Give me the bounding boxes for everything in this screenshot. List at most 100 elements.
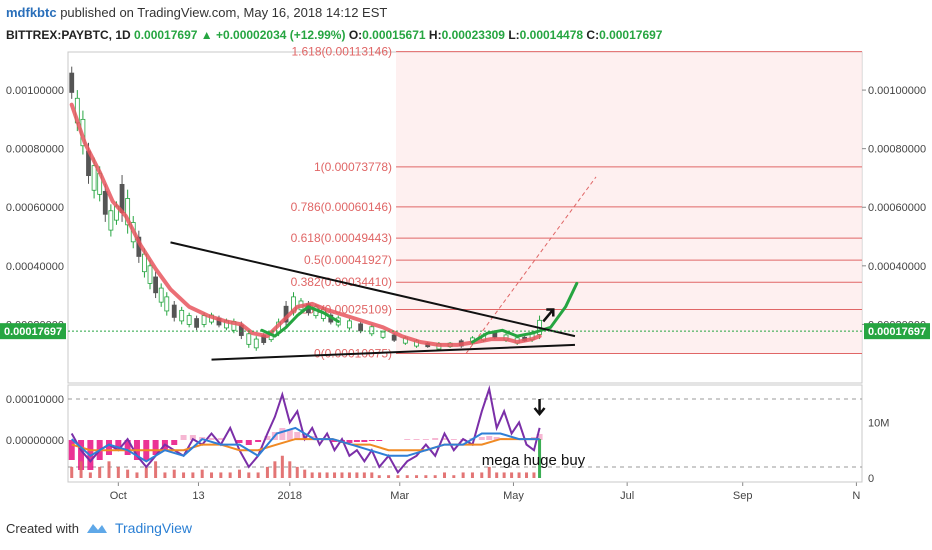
volume-bar [318,472,322,478]
volume-bar [237,469,241,478]
tradingview-logo-icon [86,524,107,533]
macd-histogram-bar [450,439,457,440]
volume-bar [172,469,176,478]
x-tick-label: Mar [390,490,409,502]
fib-level-label: 0.5(0.00041927) [304,253,392,267]
volume-bar [538,439,542,478]
volume-bar [480,472,484,478]
high-value: 0.00023309 [441,28,505,42]
x-tick-label: N [852,490,860,502]
osc-tick-label-right: 10M [868,417,889,429]
volume-bar [210,472,214,478]
low-value: 0.00014478 [519,28,584,42]
volume-bar [88,472,92,478]
mega-huge-buy-annotation: mega huge buy [482,452,586,469]
candle-body [69,72,75,93]
macd-histogram-bar [189,435,196,440]
y-tick-label-left: 0.00040000 [6,261,64,273]
volume-bar [347,472,351,478]
macd-histogram-bar [422,439,429,440]
fib-zone [396,52,862,354]
y-tick-label-left: 0.00060000 [6,202,64,214]
volume-bar [517,472,521,478]
volume-bar [415,475,419,478]
candle-body [102,191,108,215]
volume-bar [452,475,456,478]
macd-histogram-bar [106,440,113,455]
fib-level-label: 1.618(0.00113146) [292,45,393,59]
moving-average-line [69,102,542,347]
macd-histogram-bar [331,440,338,442]
oscillator-pane-frame [67,384,863,483]
volume-bar [461,472,465,478]
macd-histogram-bar [353,440,360,442]
current-price-tag-left [0,323,66,340]
publish-info: mdfkbtc published on TradingView.com, Ma… [6,5,387,20]
macd-histogram-bar [255,440,262,442]
x-tick-label: 2018 [278,490,302,502]
candle-body [194,318,200,328]
macd-histogram-bar [346,440,353,443]
fib-level-label: 0.618(0.00049443) [291,231,392,245]
volume-bar [79,461,83,478]
macd-histogram-bar [486,436,493,440]
x-axis: Oct 13 2018 Mar May Jul Sep N [68,481,862,502]
low-label: L: [508,28,520,42]
created-with-text: Created with [6,520,79,536]
macd-histogram-bar [286,430,293,440]
macd-histogram-bar [441,438,448,440]
volume-bar [333,472,337,478]
x-tick-label: 13 [192,490,204,502]
high-label: H: [428,28,442,42]
macd-histogram-bar [264,436,271,440]
fib-level-label: 1(0.00073778) [314,160,392,174]
symbol-label: BITTREX:PAYBTC, 1D [6,28,131,42]
x-tick-label: Jul [620,490,634,502]
volume-bar [370,472,374,478]
price-change: +0.00002034 (+12.99%) [216,28,346,42]
y-tick-label-right: 0.00040000 [868,261,926,273]
price-chart[interactable]: 1.618(0.00113146) 1(0.00073778) 0.786(0.00… [0,0,932,515]
candle-body [347,320,352,329]
macd-histogram-bar [115,440,122,450]
last-price: 0.00017697 [134,28,198,42]
volume-bar [495,472,499,478]
symbol-info: BITTREX:PAYBTC, 1D 0.00017697 ▲ +0.00002… [6,28,662,42]
macd-histogram-bar [217,438,224,440]
main-pane: 1.618(0.00113146) 1(0.00073778) 0.786(0.00… [0,45,930,384]
y-tick-label-right: 0.00060000 [868,202,926,214]
volume-bar [405,475,409,478]
author-name[interactable]: mdfkbtc [6,5,57,20]
candle-body [171,304,177,318]
macd-histogram-bar [124,440,131,455]
macd-histogram-bar [279,428,286,440]
x-tick-label: May [503,490,524,502]
projection-line [260,305,340,338]
volume-bar [98,466,102,478]
macd-histogram-bar [404,439,411,440]
candle-body [147,265,153,284]
candle-body [369,326,375,335]
macd-histogram-bar [478,437,485,440]
macd-histogram-bar [78,440,85,470]
tradingview-brand[interactable]: TradingView [114,520,193,536]
y-tick-label-right: 0.00080000 [868,144,926,156]
macd-histogram-bar [493,437,500,440]
volume-bar [355,472,359,478]
candle-body [164,296,170,312]
osc-tick-label-left: 0.00000000 [6,435,64,447]
close-label: C: [586,28,600,42]
up-triangle-icon: ▲ [200,28,213,42]
candle-body [391,334,397,341]
volume-bar [182,472,186,478]
macd-histogram-bar [152,440,159,455]
trendline [170,241,576,338]
trendline [211,343,576,361]
macd-histogram-bar [208,438,215,440]
oscillator-line [71,426,540,463]
volume-bar [532,472,536,478]
candle-body [108,210,114,231]
volume-bar [525,472,529,478]
candle-body [91,165,97,191]
macd-histogram-bar [536,434,543,440]
